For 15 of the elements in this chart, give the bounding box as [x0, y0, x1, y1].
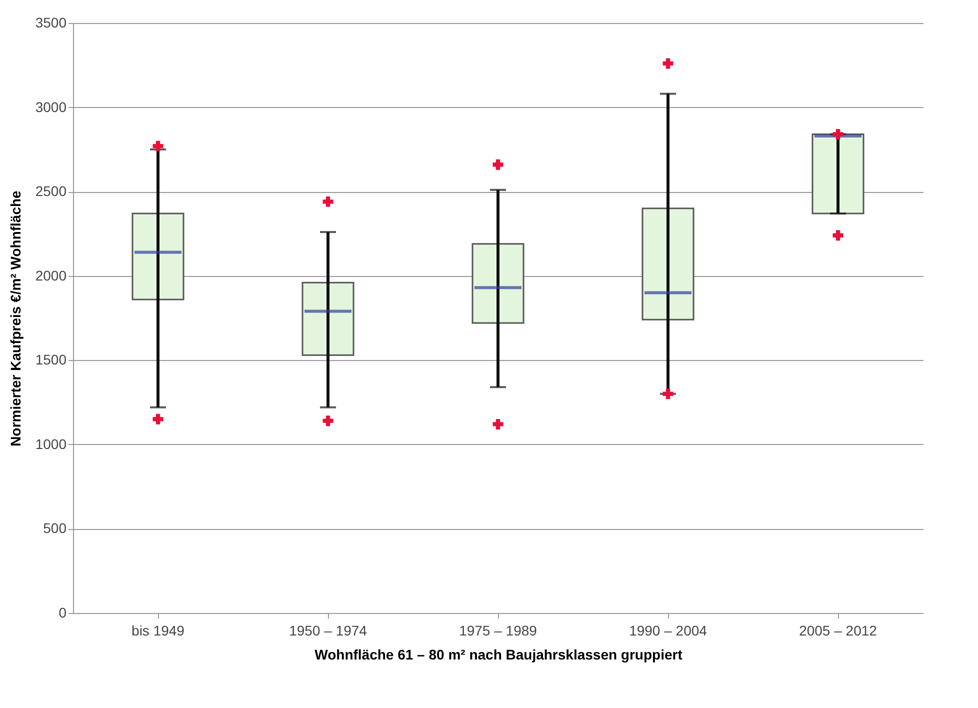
y-tick-label: 3000 — [35, 98, 67, 115]
y-tick-label: 2000 — [35, 267, 67, 284]
x-axis-title: Wohnfläche 61 – 80 m² nach Baujahrsklassen gruppiert — [314, 646, 683, 662]
y-tick-label: 2500 — [35, 183, 67, 200]
y-tick-label: 0 — [58, 604, 67, 620]
y-axis-title: Normierter Kaufpreis €/m² Wohnfläche — [7, 190, 24, 446]
y-tick-label: 3500 — [35, 14, 67, 30]
y-tick-label: 500 — [43, 520, 67, 536]
x-tick-label: 1950 – 1974 — [289, 622, 368, 638]
x-tick-label: bis 1949 — [132, 622, 185, 638]
x-tick-label: 1990 – 2004 — [629, 622, 708, 638]
y-tick-label: 1000 — [35, 436, 67, 452]
x-tick-label: 2005 – 2012 — [799, 622, 878, 638]
y-tick-label: 1500 — [35, 352, 67, 368]
x-tick-label: 1975 – 1989 — [459, 622, 538, 638]
